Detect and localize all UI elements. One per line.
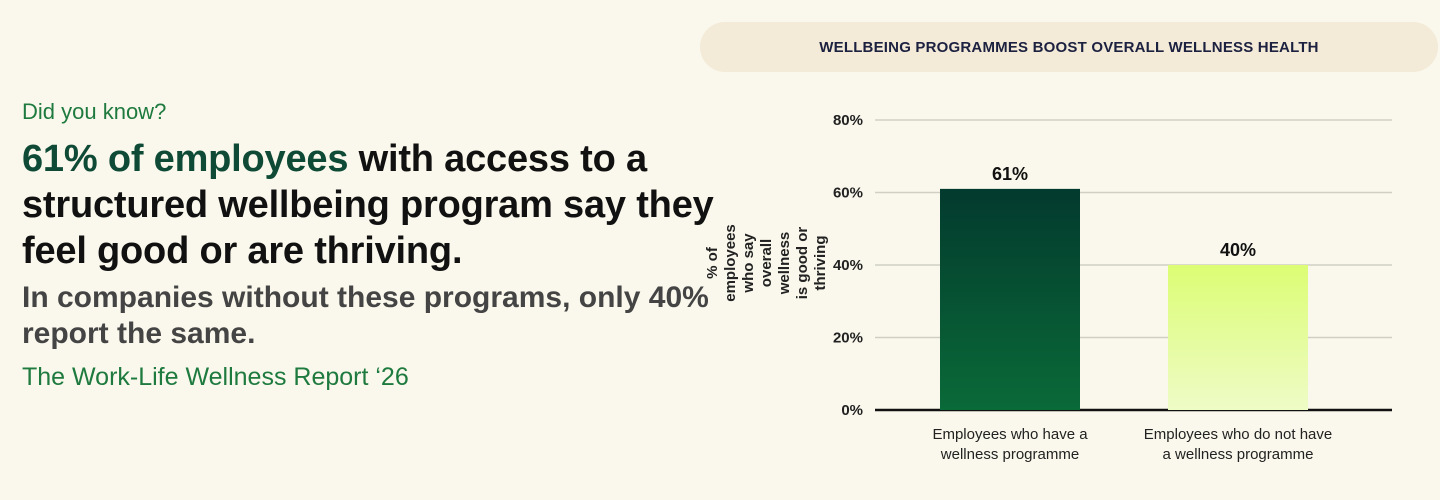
x-tick-label: Employees who do not have a wellness pro… — [1143, 426, 1333, 463]
x-tick-label: Employees who have a wellness programme — [932, 426, 1088, 463]
y-tick-label: 60% — [833, 185, 863, 202]
y-axis-label-text: % of employees who say overall wellness … — [704, 224, 829, 302]
y-tick-label: 40% — [833, 257, 863, 274]
y-tick-label: 0% — [841, 402, 863, 419]
bar-2 — [1168, 265, 1308, 410]
y-tick-label: 20% — [833, 330, 863, 347]
subheadline: In companies without these programs, onl… — [22, 281, 709, 350]
bar-value-label: 40% — [1220, 240, 1256, 260]
kicker-text: Did you know? — [22, 99, 167, 124]
y-tick-label: 80% — [833, 112, 863, 129]
headline-rest: with access to a structured wellbeing pr… — [22, 138, 714, 272]
bar-1 — [940, 188, 1080, 410]
chart-title: WELLBEING PROGRAMMES BOOST OVERALL WELLN… — [819, 38, 1319, 56]
headline-highlight: 61% of employees — [22, 138, 349, 180]
bar-value-label: 61% — [992, 164, 1028, 184]
headline: 61% of employees with access to a struct… — [22, 136, 742, 274]
chart-canvas: 0% 20% 40% 60% 80% 61% 40% — [833, 112, 1392, 419]
y-axis-label: % of employees who say overall wellness … — [704, 113, 829, 413]
intro-panel: Did you know? 61% of employees with acce… — [22, 98, 742, 392]
source-credit: The Work-Life Wellness Report ‘26 — [22, 363, 409, 391]
bar-chart: 0% 20% 40% 60% 80% 61% 40% % of employees who … — [704, 100, 1420, 500]
chart-title-pill: WELLBEING PROGRAMMES BOOST OVERALL WELLN… — [700, 22, 1438, 72]
